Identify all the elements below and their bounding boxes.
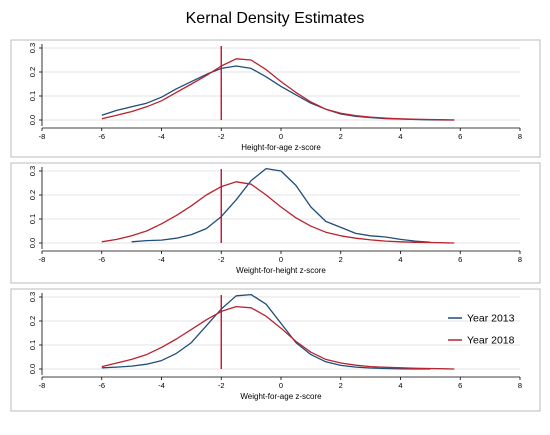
y-tick-label: 0.2: [28, 316, 37, 326]
x-tick-label: -2: [218, 255, 225, 264]
legend-label-2013: Year 2013: [467, 313, 515, 325]
y-tick-label: 0.3: [28, 166, 37, 176]
y-tick-label: 0.0: [28, 115, 37, 125]
figure-title: Kernal Density Estimates: [186, 10, 365, 27]
series-line-2018: [101, 305, 455, 370]
x-tick-label: -2: [218, 132, 225, 141]
y-tick-label: 0.3: [28, 292, 37, 302]
x-tick-label: 0: [279, 132, 283, 141]
x-tick-label: -2: [218, 381, 225, 390]
x-tick-label: -6: [98, 381, 105, 390]
panel-frame: [10, 162, 541, 284]
y-tick-label: 0.1: [28, 340, 37, 350]
chart-panels: 0.0 0.1 0.2 0.3 -8 -6 -4 -2 0 2 4 6 8 Height-for-age …: [10, 39, 541, 412]
x-axis-title: Weight-for-age z-score: [240, 392, 322, 401]
panel-frame: [10, 39, 541, 158]
panel-frame: [10, 288, 541, 412]
x-tick-label: -8: [39, 255, 46, 264]
x-tick-label: 2: [339, 255, 343, 264]
x-tick-label: 6: [458, 132, 462, 141]
series-line-2018: [101, 58, 455, 121]
y-tick-label: 0.3: [28, 43, 37, 53]
y-tick-label: 0.2: [28, 67, 37, 77]
x-tick-label: -8: [39, 381, 46, 390]
x-tick-label: -4: [158, 381, 165, 390]
x-tick-label: 4: [398, 132, 402, 141]
legend-label-2018: Year 2018: [467, 335, 515, 347]
x-tick-label: -6: [98, 255, 105, 264]
x-tick-label: 2: [339, 132, 343, 141]
panel-1: 0.0 0.1 0.2 0.3 -8 -6 -4 -2 0 2 4 6 8 Height-for-age …: [10, 39, 541, 158]
x-tick-label: -4: [158, 132, 165, 141]
x-tick-label: 8: [518, 381, 522, 390]
legend: Year 2013 Year 2018: [448, 313, 515, 347]
x-tick-label: 4: [398, 255, 402, 264]
panel-2: 0.0 0.1 0.2 0.3 -8 -6 -4 -2 0 2 4 6 8 Weight-for-heig…: [10, 162, 541, 284]
series-line-2013: [131, 167, 431, 243]
x-axis-title: Weight-for-height z-score: [236, 266, 326, 275]
y-tick-label: 0.0: [28, 364, 37, 374]
x-tick-label: 2: [339, 381, 343, 390]
x-tick-label: 4: [398, 381, 402, 390]
series-line-2018: [101, 181, 455, 244]
x-tick-label: 0: [279, 381, 283, 390]
x-tick-label: 6: [458, 255, 462, 264]
y-tick-label: 0.0: [28, 238, 37, 248]
x-tick-label: -8: [39, 132, 46, 141]
x-tick-label: -6: [98, 132, 105, 141]
x-tick-label: 6: [458, 381, 462, 390]
panel-3: 0.0 0.1 0.2 0.3 -8 -6 -4 -2 0 2 4 6 8 Weight-for-age …: [10, 288, 541, 412]
series-line-2013: [101, 293, 431, 370]
x-axis-title: Height-for-age z-score: [241, 143, 321, 152]
y-tick-label: 0.1: [28, 91, 37, 101]
x-tick-label: 8: [518, 132, 522, 141]
x-tick-label: 0: [279, 255, 283, 264]
x-tick-label: -4: [158, 255, 165, 264]
x-tick-label: 8: [518, 255, 522, 264]
y-tick-label: 0.2: [28, 190, 37, 200]
y-tick-label: 0.1: [28, 214, 37, 224]
